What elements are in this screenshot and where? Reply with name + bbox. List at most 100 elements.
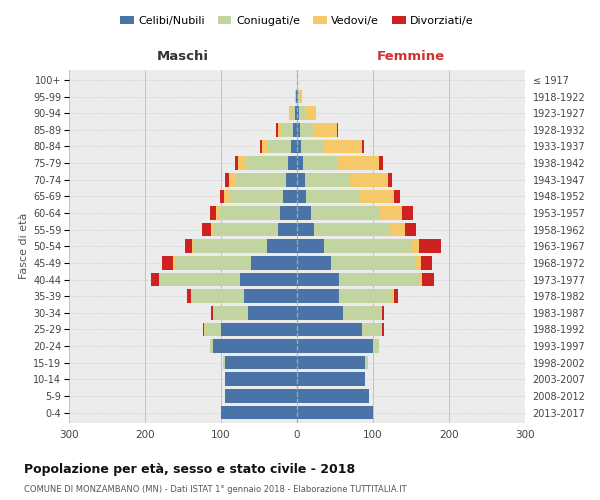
Bar	[331, 256, 415, 270]
Bar	[209, 206, 215, 220]
Bar	[301, 140, 323, 153]
Legend: Celibi/Nubili, Coniugati/e, Vedovi/e, Divorziati/e: Celibi/Nubili, Coniugati/e, Vedovi/e, Di…	[121, 16, 473, 26]
Bar	[194, 240, 266, 253]
Bar	[230, 190, 283, 203]
Bar	[297, 372, 365, 386]
Bar	[175, 256, 251, 270]
Bar	[185, 240, 192, 253]
Bar	[379, 206, 402, 220]
Bar	[365, 356, 368, 370]
Bar	[214, 223, 278, 236]
Bar	[220, 206, 280, 220]
Bar	[411, 240, 419, 253]
Bar	[297, 223, 314, 236]
Bar	[402, 206, 413, 220]
Bar	[260, 140, 262, 153]
Bar	[293, 123, 297, 136]
Bar	[362, 140, 364, 153]
Bar	[339, 290, 392, 303]
Bar	[209, 339, 214, 353]
Bar	[289, 106, 292, 120]
Bar	[422, 272, 434, 286]
Bar	[158, 272, 160, 286]
Bar	[323, 240, 411, 253]
Bar	[280, 206, 297, 220]
Bar	[297, 90, 298, 104]
Bar	[306, 190, 359, 203]
Bar	[382, 322, 383, 336]
Bar	[192, 240, 194, 253]
Bar	[297, 356, 365, 370]
Bar	[229, 173, 236, 186]
Bar	[311, 206, 379, 220]
Bar	[278, 123, 282, 136]
Bar	[277, 123, 278, 136]
Bar	[292, 106, 295, 120]
Bar	[268, 140, 291, 153]
Bar	[214, 306, 248, 320]
Bar	[297, 106, 299, 120]
Bar	[297, 190, 306, 203]
Bar	[295, 106, 297, 120]
Bar	[350, 173, 388, 186]
Bar	[221, 322, 297, 336]
Bar	[266, 240, 297, 253]
Text: Femmine: Femmine	[377, 50, 445, 62]
Bar	[225, 173, 229, 186]
Bar	[238, 156, 246, 170]
Bar	[373, 339, 379, 353]
Bar	[337, 156, 379, 170]
Bar	[297, 306, 343, 320]
Bar	[151, 272, 158, 286]
Bar	[288, 156, 297, 170]
Bar	[225, 389, 297, 402]
Bar	[223, 356, 225, 370]
Bar	[283, 190, 297, 203]
Bar	[225, 356, 297, 370]
Bar	[262, 140, 268, 153]
Bar	[221, 406, 297, 419]
Bar	[305, 106, 316, 120]
Bar	[297, 206, 311, 220]
Bar	[359, 190, 394, 203]
Bar	[388, 173, 392, 186]
Bar	[362, 322, 380, 336]
Bar	[297, 406, 373, 419]
Bar	[379, 156, 383, 170]
Bar	[297, 173, 305, 186]
Bar	[415, 256, 421, 270]
Bar	[419, 272, 422, 286]
Bar	[343, 306, 380, 320]
Bar	[394, 190, 400, 203]
Bar	[291, 140, 297, 153]
Bar	[303, 156, 337, 170]
Text: COMUNE DI MONZAMBANO (MN) - Dati ISTAT 1° gennaio 2018 - Elaborazione TUTTITALIA: COMUNE DI MONZAMBANO (MN) - Dati ISTAT 1…	[24, 485, 407, 494]
Bar	[282, 123, 293, 136]
Bar	[405, 223, 416, 236]
Bar	[211, 223, 214, 236]
Bar	[204, 322, 206, 336]
Bar	[173, 256, 175, 270]
Bar	[297, 339, 373, 353]
Bar	[297, 140, 301, 153]
Bar	[211, 306, 214, 320]
Bar	[392, 290, 394, 303]
Text: Maschi: Maschi	[157, 50, 209, 62]
Bar	[214, 339, 297, 353]
Bar	[244, 290, 297, 303]
Bar	[246, 156, 288, 170]
Bar	[235, 156, 238, 170]
Text: Popolazione per età, sesso e stato civile - 2018: Popolazione per età, sesso e stato civil…	[24, 462, 355, 475]
Bar	[314, 223, 390, 236]
Bar	[295, 90, 296, 104]
Bar	[215, 206, 220, 220]
Bar	[202, 223, 211, 236]
Bar	[286, 173, 297, 186]
Bar	[300, 123, 314, 136]
Bar	[236, 173, 286, 186]
Bar	[220, 190, 224, 203]
Bar	[162, 256, 173, 270]
Bar	[297, 123, 300, 136]
Bar	[297, 256, 331, 270]
Bar	[337, 123, 338, 136]
